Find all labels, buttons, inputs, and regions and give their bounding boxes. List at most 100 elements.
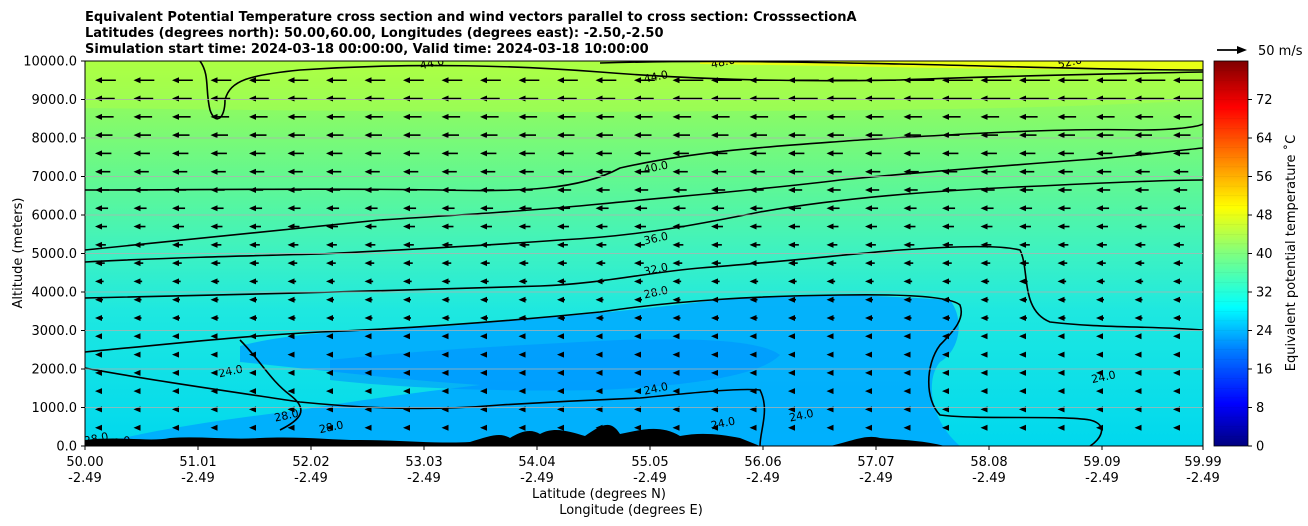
wind-vector <box>1096 406 1103 413</box>
wind-vector <box>210 388 218 395</box>
wind-vector <box>634 314 642 321</box>
wind-vector <box>441 132 460 139</box>
wind-vector <box>1019 77 1050 84</box>
wind-vector <box>518 424 526 431</box>
wind-vector <box>1173 241 1184 248</box>
wind-vector <box>480 406 487 413</box>
wind-vector <box>95 296 103 303</box>
wind-vector <box>172 424 179 431</box>
wind-vector <box>172 333 179 340</box>
colorbar-tick-label: 0 <box>1256 440 1264 455</box>
wind-vector <box>249 168 265 175</box>
wind-vector <box>172 77 193 84</box>
wind-vector <box>287 296 296 303</box>
wind-vector <box>557 241 568 248</box>
wind-vector <box>172 241 183 248</box>
wind-vector <box>557 150 574 157</box>
wind-vector <box>826 388 834 395</box>
quiver-key-label: 50 m/s <box>1258 44 1303 59</box>
colorbar-ticks: 0 8 16 24 32 40 48 56 64 72 <box>1248 93 1273 455</box>
colorbar-tick-label: 56 <box>1256 170 1273 185</box>
wind-vector <box>903 388 911 395</box>
wind-vector <box>518 241 530 248</box>
wind-vector <box>95 186 110 193</box>
wind-vector <box>672 278 682 285</box>
wind-vector <box>942 260 952 267</box>
wind-vector <box>172 150 189 157</box>
wind-vector <box>1057 351 1065 358</box>
wind-vector <box>634 260 644 267</box>
wind-vector <box>1057 150 1074 157</box>
colorbar-tick-label: 72 <box>1256 93 1273 108</box>
wind-vector <box>480 314 488 321</box>
wind-vector <box>788 333 795 340</box>
wind-vector <box>788 132 806 139</box>
wind-vector <box>441 424 449 431</box>
wind-vector <box>942 205 956 212</box>
wind-vector <box>210 241 222 248</box>
wind-vector <box>711 296 719 303</box>
wind-vector <box>249 278 258 285</box>
wind-vector <box>749 314 758 321</box>
wind-vector <box>1173 150 1190 157</box>
wind-vector <box>1096 168 1112 175</box>
wind-vector <box>133 406 141 413</box>
wind-vector <box>133 351 141 358</box>
wind-vector <box>903 333 911 340</box>
wind-vector <box>557 168 573 175</box>
wind-vector <box>210 260 221 267</box>
wind-vector <box>749 260 760 267</box>
wind-vector <box>595 132 614 139</box>
wind-vector <box>133 278 143 285</box>
wind-vector <box>133 77 155 84</box>
wind-vector <box>634 296 642 303</box>
x-tick-label-lat: 59.99 <box>1184 455 1221 470</box>
wind-vector <box>1173 95 1203 102</box>
wind-vector <box>441 168 457 175</box>
wind-vector <box>1173 369 1180 376</box>
wind-vector <box>403 351 410 358</box>
contour-line <box>85 293 1103 446</box>
wind-vector <box>95 424 102 431</box>
colorbar-label: Equivalent potential temperature ˚C <box>1283 135 1299 371</box>
colorbar-bands <box>1214 70 1248 437</box>
wind-vector <box>172 351 179 358</box>
wind-vector <box>249 241 260 248</box>
wind-vector <box>1173 223 1185 230</box>
wind-vector <box>403 168 419 175</box>
wind-vector <box>403 186 418 193</box>
wind-vector <box>518 278 528 285</box>
wind-vector <box>1096 205 1110 212</box>
wind-vector <box>249 424 256 431</box>
wind-vector <box>557 77 578 84</box>
wind-vector <box>403 95 423 102</box>
wind-vector <box>95 388 102 395</box>
wind-vector <box>1019 113 1038 120</box>
wind-vector <box>441 406 449 413</box>
wind-vector <box>1173 77 1203 84</box>
wind-vector <box>942 77 973 84</box>
wind-vector <box>865 406 872 413</box>
wind-vector <box>441 296 450 303</box>
wind-vector <box>133 168 149 175</box>
wind-vector <box>865 150 882 157</box>
wind-vector <box>865 168 881 175</box>
x-tick-label-lat: 56.06 <box>744 455 781 470</box>
wind-vector <box>364 186 379 193</box>
x-tick-label-lon: -2.49 <box>633 471 667 486</box>
wind-vector <box>980 241 992 248</box>
wind-vector <box>595 278 605 285</box>
wind-vector <box>480 333 487 340</box>
x-tick-label-lat: 54.04 <box>518 455 555 470</box>
wind-vector <box>903 77 935 84</box>
wind-vector <box>1173 168 1189 175</box>
wind-vector <box>942 168 958 175</box>
wind-vector <box>711 113 730 120</box>
wind-vector <box>557 406 564 413</box>
wind-vector <box>1173 205 1187 212</box>
wind-vector <box>672 296 681 303</box>
wind-vector <box>942 241 953 248</box>
wind-vector <box>903 296 912 303</box>
wind-vector <box>441 113 461 120</box>
wind-vector <box>749 113 769 120</box>
